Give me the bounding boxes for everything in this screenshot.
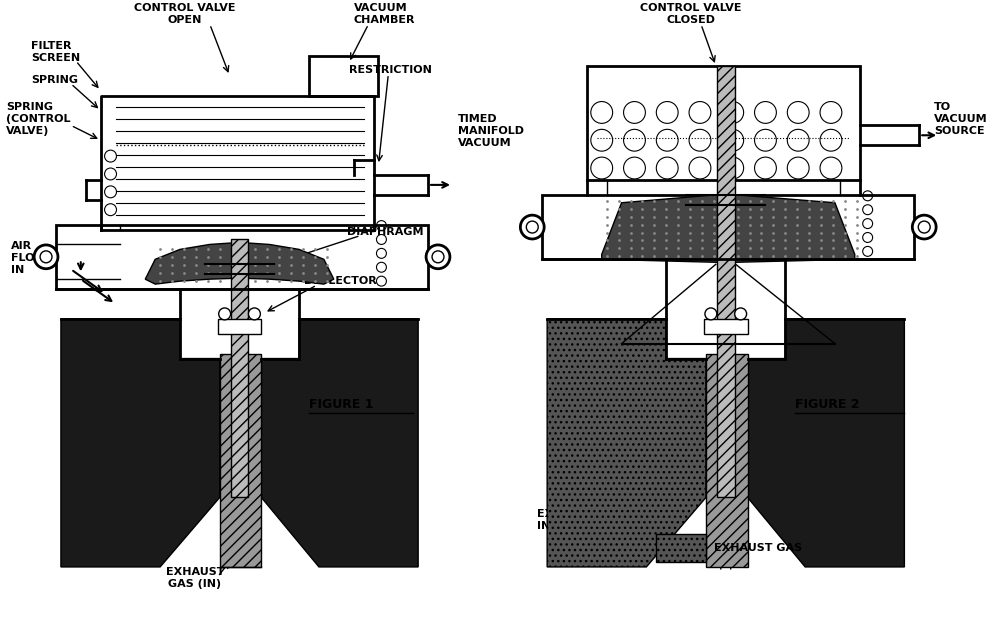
Text: SCREEN: SCREEN [31, 53, 80, 63]
Polygon shape [220, 353, 261, 567]
Polygon shape [704, 319, 748, 334]
Text: DEFLECTOR: DEFLECTOR [304, 276, 377, 286]
Text: EXHAUST: EXHAUST [166, 567, 224, 577]
Circle shape [248, 308, 260, 320]
Circle shape [520, 215, 544, 239]
Text: FLOW: FLOW [11, 253, 47, 263]
Text: TO: TO [934, 103, 951, 112]
Text: MANIFOLD: MANIFOLD [458, 126, 524, 137]
Text: TIMED: TIMED [458, 114, 497, 124]
Polygon shape [602, 195, 855, 262]
Polygon shape [547, 319, 706, 567]
Circle shape [40, 251, 52, 263]
Text: EXHAUST GAS: EXHAUST GAS [714, 543, 802, 553]
Polygon shape [748, 319, 904, 567]
Text: VALVE): VALVE) [6, 126, 50, 137]
Text: CONTROL VALVE: CONTROL VALVE [134, 3, 236, 13]
Polygon shape [261, 319, 418, 567]
Text: FILTER: FILTER [31, 41, 72, 51]
Text: RESTRICTION: RESTRICTION [349, 65, 432, 75]
Text: VACUUM: VACUUM [934, 114, 988, 124]
Text: IN: IN [11, 265, 25, 275]
Text: SPRING: SPRING [31, 75, 78, 85]
Polygon shape [145, 242, 334, 284]
Text: (CONTROL: (CONTROL [6, 114, 71, 124]
Polygon shape [231, 239, 248, 497]
Circle shape [219, 308, 231, 320]
Polygon shape [706, 353, 748, 567]
Circle shape [432, 251, 444, 263]
Polygon shape [717, 66, 735, 497]
Text: GAS (IN): GAS (IN) [168, 579, 221, 589]
Text: SOURCE: SOURCE [934, 126, 985, 137]
Circle shape [912, 215, 936, 239]
Text: CONTROL VALVE: CONTROL VALVE [640, 3, 742, 13]
Circle shape [426, 245, 450, 269]
Text: DIAPHRAGM: DIAPHRAGM [347, 227, 423, 237]
Circle shape [918, 221, 930, 233]
Text: CLOSED: CLOSED [667, 15, 716, 25]
Circle shape [34, 245, 58, 269]
Circle shape [526, 221, 538, 233]
Polygon shape [218, 319, 261, 334]
Text: FIGURE 2: FIGURE 2 [795, 398, 860, 411]
Polygon shape [656, 534, 706, 562]
Circle shape [705, 308, 717, 320]
Text: SPRING: SPRING [6, 103, 53, 112]
Polygon shape [61, 319, 220, 567]
Circle shape [735, 308, 747, 320]
Text: AIR: AIR [11, 242, 32, 252]
Text: FIGURE 1: FIGURE 1 [309, 398, 374, 411]
Text: VACUUM: VACUUM [354, 3, 407, 13]
Text: OPEN: OPEN [168, 15, 202, 25]
Text: CHAMBER: CHAMBER [354, 15, 415, 25]
Text: VACUUM: VACUUM [458, 138, 511, 148]
Text: INTAKE MANIFOLD: INTAKE MANIFOLD [537, 521, 652, 531]
Text: EXHAUST GAS TO: EXHAUST GAS TO [537, 509, 646, 519]
